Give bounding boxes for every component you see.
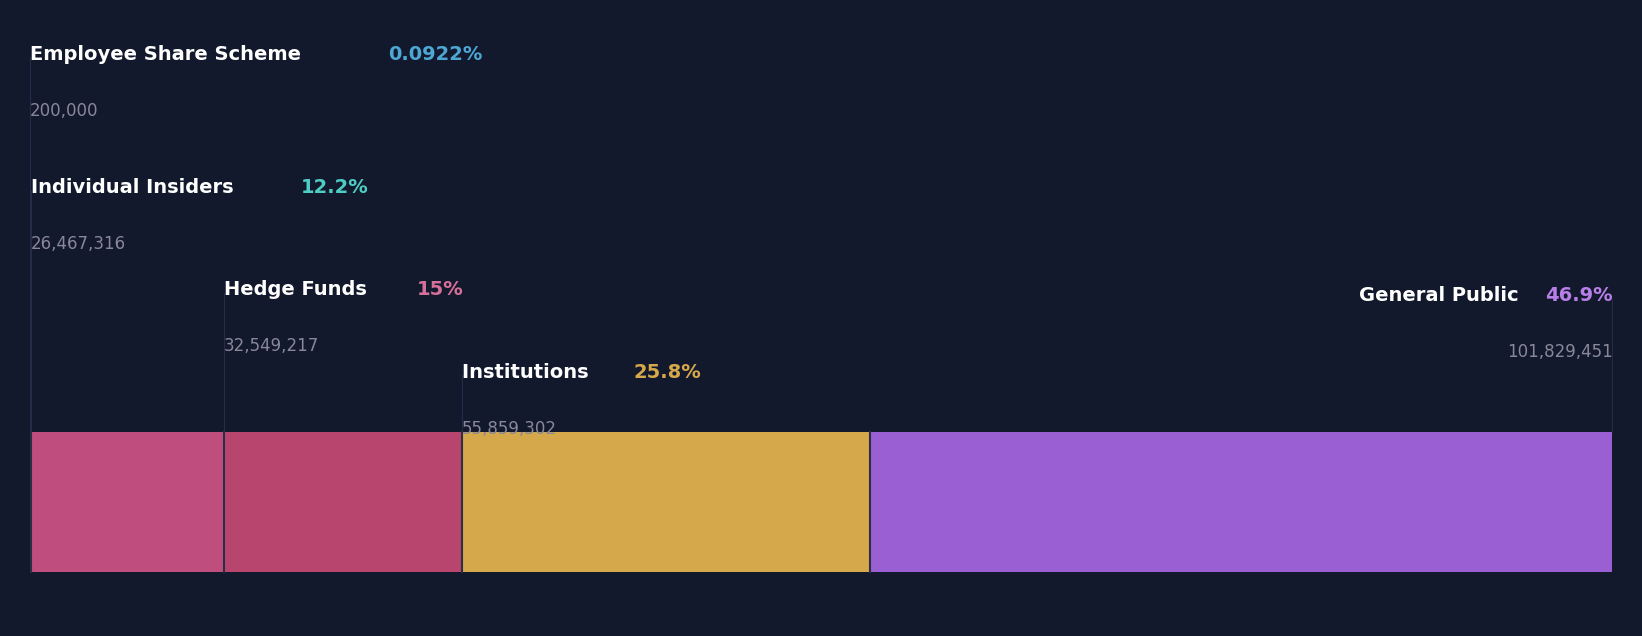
Bar: [870, 432, 1612, 572]
Text: 55,859,302: 55,859,302: [461, 420, 557, 438]
Text: 101,829,451: 101,829,451: [1507, 343, 1612, 361]
Text: 25.8%: 25.8%: [634, 363, 701, 382]
Text: 46.9%: 46.9%: [1545, 286, 1612, 305]
Text: Individual Insiders: Individual Insiders: [31, 178, 240, 197]
Bar: [31, 432, 225, 572]
Text: 32,549,217: 32,549,217: [225, 337, 320, 355]
Text: 200,000: 200,000: [30, 102, 99, 120]
Text: Hedge Funds: Hedge Funds: [225, 280, 374, 299]
Text: 15%: 15%: [417, 280, 465, 299]
Bar: [461, 432, 870, 572]
Text: General Public: General Public: [1360, 286, 1525, 305]
Text: Institutions: Institutions: [461, 363, 594, 382]
Text: Employee Share Scheme: Employee Share Scheme: [30, 45, 307, 64]
Text: 12.2%: 12.2%: [300, 178, 369, 197]
Bar: [225, 432, 461, 572]
Text: 26,467,316: 26,467,316: [31, 235, 126, 253]
Text: 0.0922%: 0.0922%: [388, 45, 483, 64]
